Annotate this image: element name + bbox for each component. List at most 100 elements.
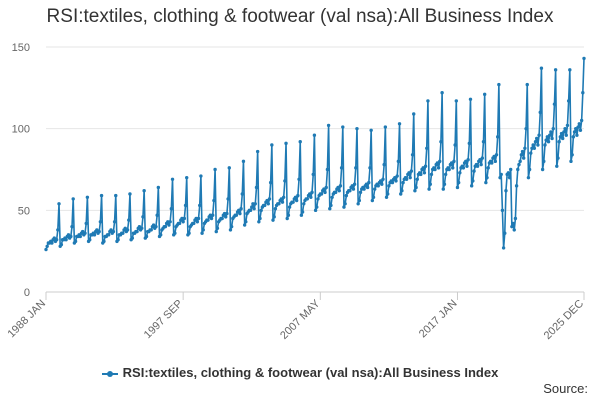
data-point[interactable] [555,164,559,168]
data-point[interactable] [421,166,425,170]
data-point[interactable] [436,166,441,170]
data-point[interactable] [401,180,405,185]
data-point[interactable] [438,159,442,164]
data-point[interactable] [371,195,376,199]
data-point[interactable] [84,221,88,226]
data-point[interactable] [54,238,59,242]
data-point[interactable] [209,216,214,221]
data-point[interactable] [400,189,404,193]
data-point[interactable] [338,184,343,188]
data-point[interactable] [510,224,514,229]
data-point[interactable] [251,202,255,206]
data-point[interactable] [576,125,580,129]
data-point[interactable] [95,228,99,232]
data-point[interactable] [393,175,397,180]
data-point[interactable] [384,195,389,199]
data-point[interactable] [254,185,259,190]
data-point[interactable] [370,198,375,203]
data-point[interactable] [149,228,153,232]
data-point[interactable] [342,205,346,209]
data-point[interactable] [569,159,573,164]
data-point[interactable] [194,216,198,221]
data-point[interactable] [425,146,429,150]
data-point[interactable] [163,224,168,229]
data-point[interactable] [78,234,82,239]
data-point[interactable] [141,215,145,219]
data-point[interactable] [564,133,568,137]
data-point[interactable] [526,175,531,180]
data-point[interactable] [44,247,48,252]
data-point[interactable] [570,153,574,157]
data-point[interactable] [66,233,71,237]
data-point[interactable] [518,159,522,164]
data-point[interactable] [572,130,577,134]
data-point[interactable] [59,242,64,247]
data-point[interactable] [102,239,106,244]
data-point[interactable] [57,202,61,206]
data-point[interactable] [220,216,224,221]
data-point[interactable] [277,202,281,206]
data-point[interactable] [546,140,551,144]
data-point[interactable] [499,172,503,177]
data-point[interactable] [409,169,414,173]
data-point[interactable] [144,234,149,239]
data-point[interactable] [399,192,403,196]
data-point[interactable] [368,166,372,170]
data-point[interactable] [83,231,87,235]
data-point[interactable] [566,99,571,103]
data-point[interactable] [266,202,270,206]
data-point[interactable] [241,159,246,164]
data-point[interactable] [242,223,247,227]
data-point[interactable] [271,218,275,222]
data-point[interactable] [313,208,318,213]
data-point[interactable] [187,231,191,235]
data-point[interactable] [71,197,75,201]
data-point[interactable] [173,231,177,235]
data-point[interactable] [466,158,470,162]
data-point[interactable] [170,177,175,181]
data-point[interactable] [267,197,272,201]
data-point[interactable] [244,220,248,224]
data-point[interactable] [579,118,584,123]
data-point[interactable] [329,203,333,208]
data-point[interactable] [297,177,301,181]
data-point[interactable] [333,190,338,195]
data-point[interactable] [239,207,243,211]
data-point[interactable] [182,216,187,221]
data-point[interactable] [529,151,533,155]
data-point[interactable] [376,184,380,188]
data-point[interactable] [542,159,546,164]
data-point[interactable] [201,228,205,232]
data-point[interactable] [85,195,90,199]
data-point[interactable] [472,169,476,173]
data-point[interactable] [177,221,182,226]
data-point[interactable] [440,91,444,95]
data-point[interactable] [263,203,267,208]
data-point[interactable] [112,220,117,224]
data-point[interactable] [211,213,215,217]
data-point[interactable] [381,177,385,181]
data-point[interactable] [222,211,227,216]
data-point[interactable] [109,228,113,232]
legend[interactable]: RSI:textiles, clothing & footwear (val n… [0,365,600,380]
data-point[interactable] [283,179,287,183]
data-point[interactable] [240,192,244,196]
data-point[interactable] [553,68,558,72]
data-point[interactable] [225,211,229,216]
data-point[interactable] [305,197,310,201]
data-point[interactable] [99,193,104,198]
data-point[interactable] [169,207,174,211]
data-point[interactable] [482,92,487,97]
data-point[interactable] [281,195,286,199]
data-point[interactable] [311,172,315,177]
data-point[interactable] [574,126,578,131]
data-point[interactable] [378,179,383,183]
data-point[interactable] [56,228,60,232]
data-point[interactable] [358,190,363,195]
data-point[interactable] [544,138,548,142]
data-point[interactable] [344,193,349,198]
data-point[interactable] [380,182,384,186]
data-point[interactable] [531,143,535,147]
data-point[interactable] [326,123,331,128]
data-point[interactable] [439,140,443,144]
